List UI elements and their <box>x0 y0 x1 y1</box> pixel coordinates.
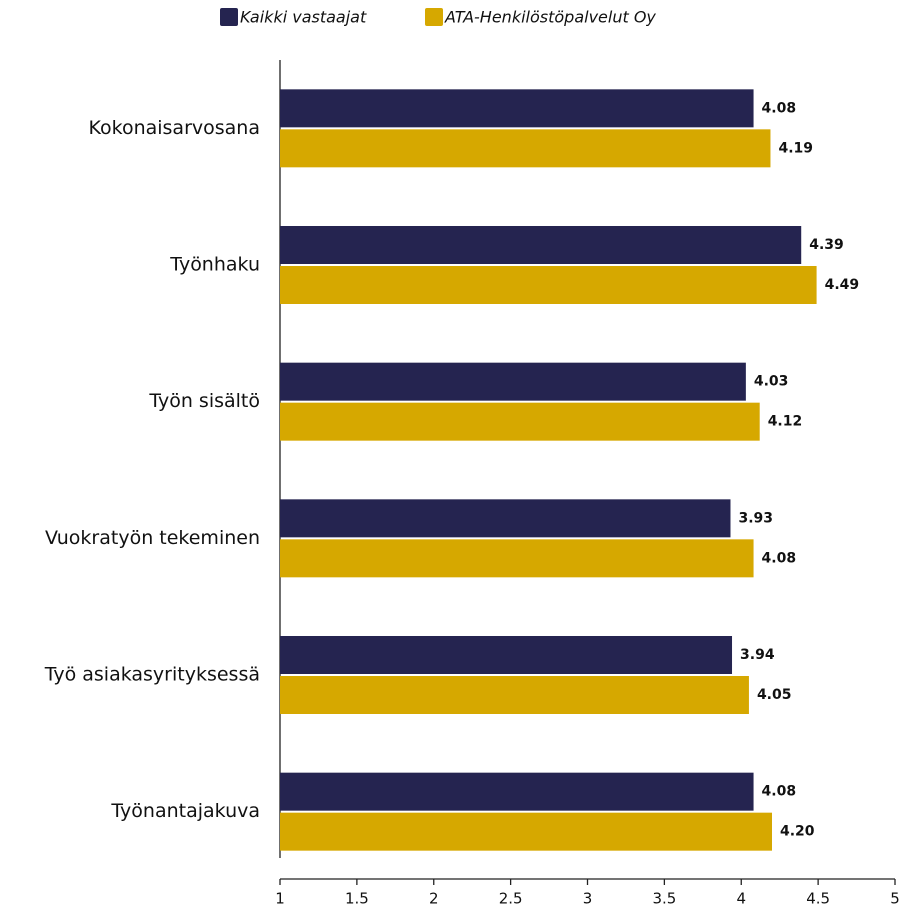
y-tick-label: Vuokratyön tekeminen <box>45 527 260 549</box>
x-tick-label: 1 <box>275 890 285 908</box>
y-tick-label: Työnhaku <box>169 254 260 276</box>
data-label: 4.03 <box>754 374 789 390</box>
data-label: 3.93 <box>738 510 773 526</box>
bar <box>280 539 754 578</box>
data-label: 4.08 <box>762 784 797 800</box>
legend-label: Kaikki vastaajat <box>240 8 367 27</box>
legend-swatch <box>425 8 443 26</box>
data-label: 3.94 <box>740 647 775 663</box>
data-label: 4.05 <box>757 687 792 703</box>
x-tick-label: 3 <box>583 890 593 908</box>
bar <box>280 499 731 538</box>
bar <box>280 89 754 128</box>
x-tick-label: 5 <box>890 890 900 908</box>
data-label: 4.39 <box>809 237 844 253</box>
data-label: 4.12 <box>768 414 803 430</box>
bar <box>280 402 760 441</box>
y-tick-label: Kokonaisarvosana <box>88 117 260 139</box>
bar <box>280 129 771 168</box>
x-tick-label: 4 <box>736 890 746 908</box>
x-tick-label: 1.5 <box>345 890 369 908</box>
y-tick-label: Työn sisältö <box>148 390 260 412</box>
y-tick-label: Työ asiakasyrityksessä <box>44 664 260 686</box>
data-label: 4.19 <box>778 140 813 156</box>
x-tick-label: 2 <box>429 890 439 908</box>
legend-swatch <box>220 8 238 26</box>
data-label: 4.20 <box>780 824 815 840</box>
x-tick-label: 2.5 <box>499 890 523 908</box>
bar <box>280 362 746 401</box>
bar <box>280 812 772 851</box>
y-tick-label: Työnantajakuva <box>110 800 260 822</box>
data-label: 4.08 <box>762 550 797 566</box>
data-label: 4.49 <box>825 277 860 293</box>
bar <box>280 636 733 674</box>
bar <box>280 226 802 264</box>
bar <box>280 676 749 714</box>
bar <box>280 772 754 811</box>
bar <box>280 266 817 304</box>
x-tick-label: 4.5 <box>806 890 830 908</box>
legend-label: ATA-Henkilöstöpalvelut Oy <box>444 8 656 27</box>
data-label: 4.08 <box>762 100 797 116</box>
x-tick-label: 3.5 <box>652 890 676 908</box>
